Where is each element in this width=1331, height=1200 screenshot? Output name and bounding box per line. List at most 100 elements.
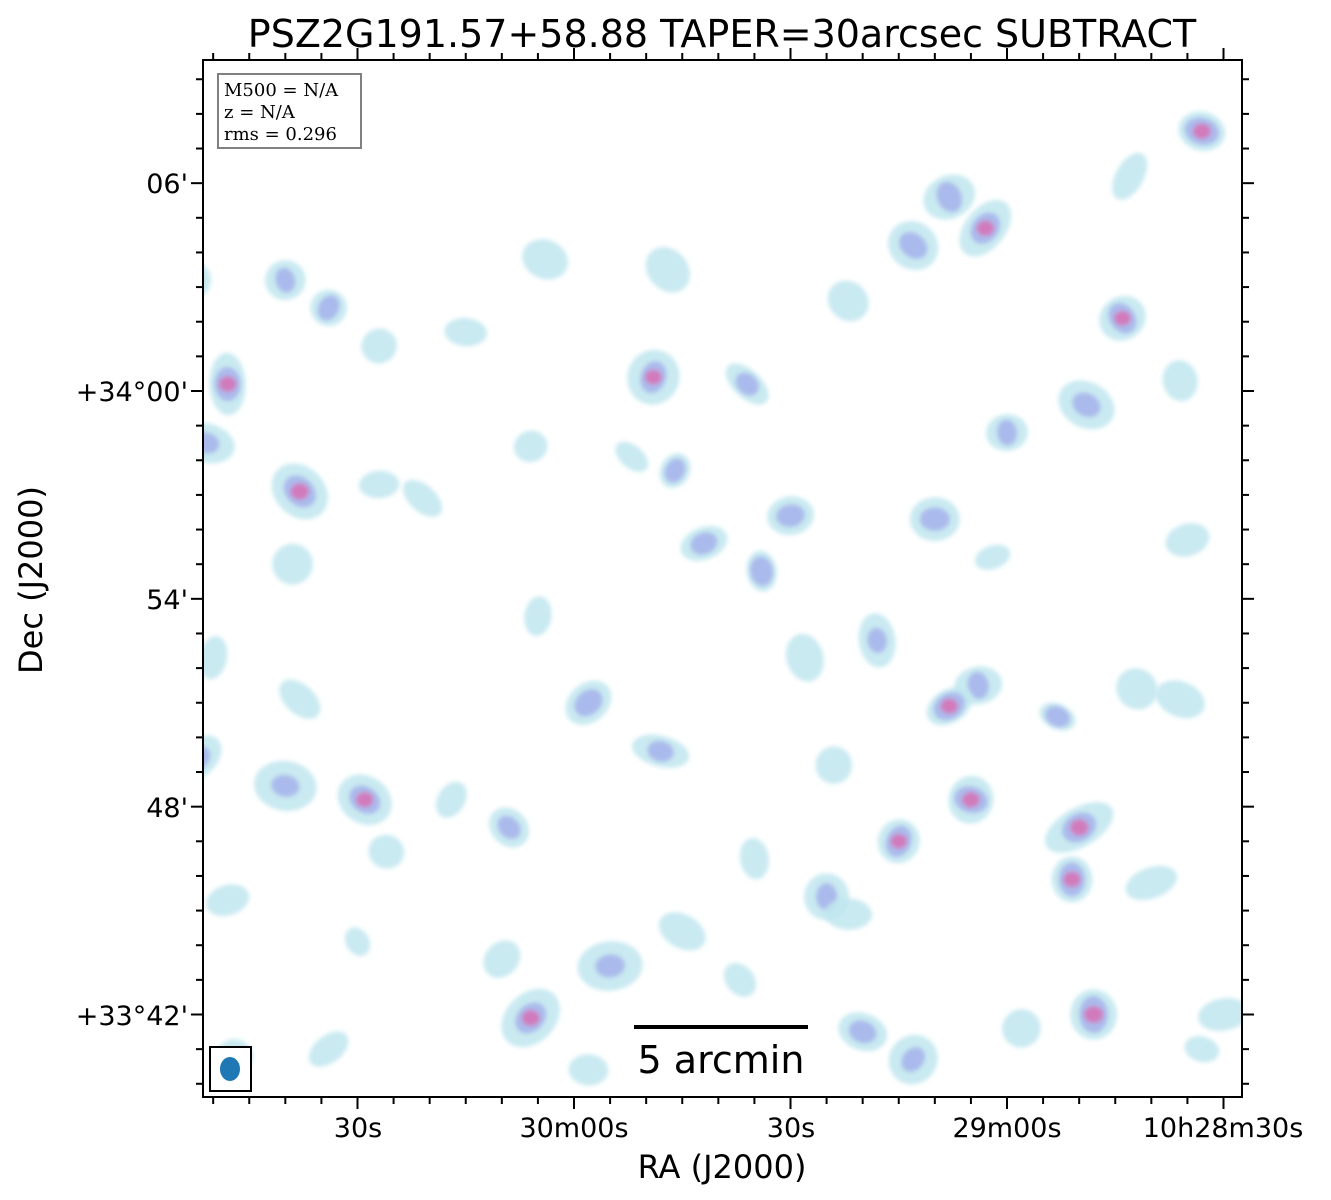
emission-blob bbox=[746, 550, 777, 592]
emission-blob-core bbox=[940, 698, 958, 714]
emission-blob-halo bbox=[89, 905, 136, 950]
emission-blob bbox=[56, 435, 110, 513]
emission-blob-halo bbox=[6, 410, 60, 469]
emission-blob-core bbox=[1113, 310, 1131, 326]
emission-blob bbox=[1155, 680, 1205, 719]
emission-blob bbox=[824, 898, 873, 930]
emission-blob-body bbox=[120, 578, 147, 599]
emission-blob-core bbox=[45, 386, 64, 403]
emission-blob bbox=[785, 633, 824, 682]
emission-blob-body bbox=[867, 627, 888, 654]
emission-blob-halo bbox=[1002, 1009, 1041, 1048]
emission-blob bbox=[271, 463, 328, 520]
emission-blob bbox=[17, 926, 64, 985]
emission-blob-halo bbox=[568, 1054, 609, 1086]
scale-bar: 5 arcmin bbox=[634, 1025, 808, 1082]
emission-blob bbox=[974, 544, 1011, 570]
info-box: M500 = N/A z = N/A rms = 0.296 bbox=[217, 73, 362, 149]
emission-blob-body bbox=[690, 532, 718, 555]
emission-blob bbox=[513, 430, 548, 463]
emission-blob-halo bbox=[444, 317, 488, 347]
emission-blob-body bbox=[967, 671, 989, 699]
y-tick-label: +33°42' bbox=[76, 1001, 188, 1032]
emission-blob bbox=[6, 410, 60, 469]
emission-blob-halo bbox=[615, 441, 649, 472]
emission-blob-halo bbox=[81, 694, 142, 746]
plot-frame bbox=[202, 59, 1243, 1098]
emission-blob bbox=[254, 760, 317, 812]
emission-blob bbox=[1125, 865, 1177, 901]
emission-blob bbox=[888, 1034, 938, 1085]
emission-blob-body bbox=[19, 423, 47, 456]
emission-blob-body bbox=[1044, 705, 1071, 728]
emission-blob bbox=[827, 280, 869, 322]
emission-blob bbox=[10, 278, 41, 324]
emission-blob-halo bbox=[402, 479, 443, 517]
emission-blob bbox=[739, 838, 769, 880]
emission-blob-body bbox=[27, 742, 54, 774]
emission-blob-halo bbox=[1198, 998, 1242, 1031]
emission-blob bbox=[815, 746, 853, 784]
emission-blob-halo bbox=[1184, 1036, 1220, 1063]
emission-blob-halo bbox=[1155, 680, 1205, 719]
emission-blob-halo bbox=[56, 435, 110, 513]
y-tick-labels: 06' +34°00' 54' 48' +33°42' bbox=[76, 169, 188, 1032]
emission-blob-halo bbox=[344, 927, 371, 957]
emission-blob bbox=[203, 735, 222, 781]
emission-blob bbox=[1112, 152, 1148, 200]
emission-blob-body bbox=[936, 181, 963, 213]
emission-blob-halo bbox=[361, 328, 397, 364]
emission-blob-body bbox=[647, 740, 674, 762]
axis-ticks bbox=[191, 48, 1254, 1109]
emission-blob bbox=[767, 496, 814, 536]
emission-blob-halo bbox=[13, 724, 67, 792]
emission-blob-halo bbox=[10, 278, 41, 324]
emission-blob bbox=[501, 988, 560, 1048]
emission-blob-core bbox=[644, 369, 662, 385]
emission-blob bbox=[118, 697, 164, 757]
emission-blob-halo bbox=[513, 430, 548, 463]
emission-blob-body bbox=[497, 815, 521, 840]
info-box-frame bbox=[217, 73, 362, 149]
emission-blob-halo bbox=[272, 543, 313, 585]
emission-blob bbox=[89, 905, 136, 950]
emission-blob bbox=[959, 199, 1012, 257]
emission-blob-halo bbox=[522, 239, 569, 280]
emission-blob-body bbox=[750, 556, 774, 586]
emission-blob bbox=[272, 543, 313, 585]
emission-blob bbox=[13, 724, 67, 792]
emission-blob-halo bbox=[658, 912, 706, 951]
emission-blob-halo bbox=[1165, 523, 1210, 557]
emission-blob-halo bbox=[1162, 360, 1198, 402]
emission-blob-halo bbox=[279, 679, 321, 719]
emission-blob bbox=[1116, 668, 1158, 710]
beam-marker bbox=[209, 1046, 252, 1092]
emission-blob bbox=[265, 260, 306, 301]
emission-blob-halo bbox=[17, 926, 64, 985]
emission-blob bbox=[102, 292, 151, 323]
emission-blob-halo bbox=[47, 313, 90, 358]
emission-blob-halo bbox=[358, 470, 400, 499]
emission-blob bbox=[1099, 295, 1146, 341]
emission-blob-core bbox=[290, 483, 310, 500]
emission-blob bbox=[344, 927, 371, 957]
emission-blob bbox=[659, 453, 691, 489]
emission-blob bbox=[1039, 702, 1076, 731]
emission-blob-halo bbox=[524, 596, 552, 637]
emission-blob bbox=[986, 414, 1028, 451]
emission-blob bbox=[877, 819, 920, 864]
emission-blob-core bbox=[1063, 871, 1081, 888]
emission-blob-halo bbox=[83, 555, 127, 593]
emission-blob-halo bbox=[974, 544, 1011, 570]
emission-blob-core bbox=[218, 376, 237, 392]
emission-blob bbox=[627, 349, 680, 405]
emission-blob bbox=[948, 775, 994, 824]
emission-blob-body bbox=[664, 458, 686, 483]
x-tick-label: 29m00s bbox=[952, 1113, 1061, 1144]
emission-blob-halo bbox=[203, 735, 222, 781]
emission-blob-halo bbox=[483, 940, 521, 978]
emission-blob bbox=[1044, 802, 1114, 853]
emission-blob-halo bbox=[645, 247, 690, 293]
emission-blob bbox=[926, 687, 972, 726]
emission-blob-halo bbox=[308, 1031, 349, 1067]
